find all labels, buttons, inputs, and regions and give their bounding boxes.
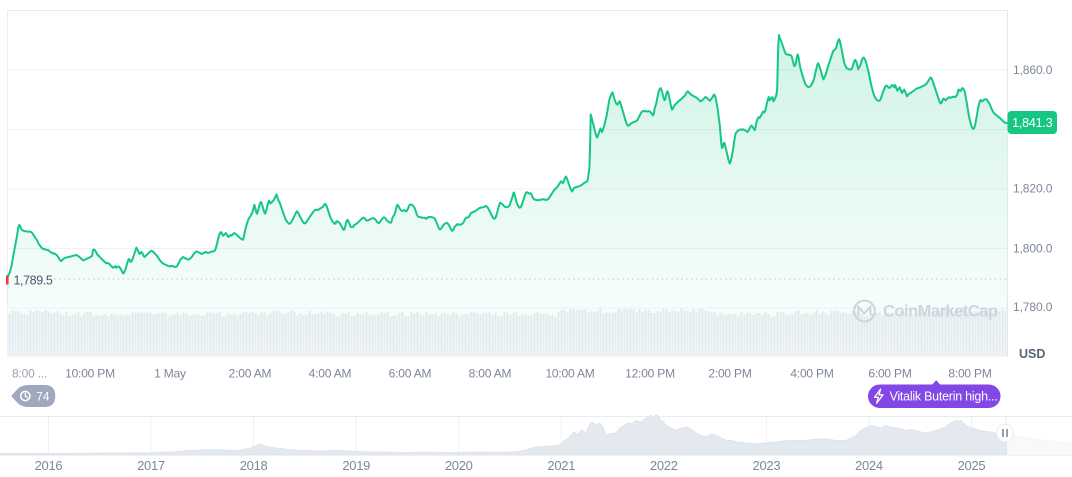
svg-text:1,780.0: 1,780.0: [1013, 300, 1053, 314]
svg-text:8:00 AM: 8:00 AM: [469, 367, 512, 381]
svg-text:2018: 2018: [240, 458, 268, 473]
svg-text:6:00 PM: 6:00 PM: [868, 367, 911, 381]
svg-text:1,841.3: 1,841.3: [1012, 116, 1053, 130]
svg-text:74: 74: [36, 389, 50, 403]
svg-text:1,820.0: 1,820.0: [1013, 182, 1053, 196]
svg-text:Vitalik Buterin high...: Vitalik Buterin high...: [890, 390, 998, 404]
svg-text:USD: USD: [1019, 347, 1045, 361]
svg-text:2:00 AM: 2:00 AM: [229, 367, 272, 381]
svg-text:2019: 2019: [342, 458, 370, 473]
svg-text:1 May: 1 May: [154, 367, 186, 381]
svg-text:10:00 AM: 10:00 AM: [545, 367, 594, 381]
svg-text:4:00 PM: 4:00 PM: [790, 367, 833, 381]
svg-text:10:00 PM: 10:00 PM: [65, 367, 115, 381]
svg-text:8:00 ...: 8:00 ...: [12, 367, 47, 381]
svg-text:2025: 2025: [958, 458, 986, 473]
svg-text:8:00 PM: 8:00 PM: [948, 367, 991, 381]
svg-text:1,800.0: 1,800.0: [1013, 242, 1053, 256]
svg-text:2020: 2020: [445, 458, 473, 473]
svg-text:2024: 2024: [855, 458, 883, 473]
svg-text:2021: 2021: [547, 458, 575, 473]
svg-text:2023: 2023: [753, 458, 781, 473]
svg-text:2:00 PM: 2:00 PM: [708, 367, 751, 381]
svg-text:4:00 AM: 4:00 AM: [309, 367, 352, 381]
svg-text:2016: 2016: [35, 458, 63, 473]
svg-text:2022: 2022: [650, 458, 678, 473]
svg-text:12:00 PM: 12:00 PM: [625, 367, 675, 381]
svg-text:1,860.0: 1,860.0: [1013, 63, 1053, 77]
svg-text:1,789.5: 1,789.5: [14, 274, 53, 288]
svg-text:2017: 2017: [137, 458, 165, 473]
svg-text:CoinMarketCap: CoinMarketCap: [883, 303, 998, 321]
svg-text:6:00 AM: 6:00 AM: [389, 367, 432, 381]
